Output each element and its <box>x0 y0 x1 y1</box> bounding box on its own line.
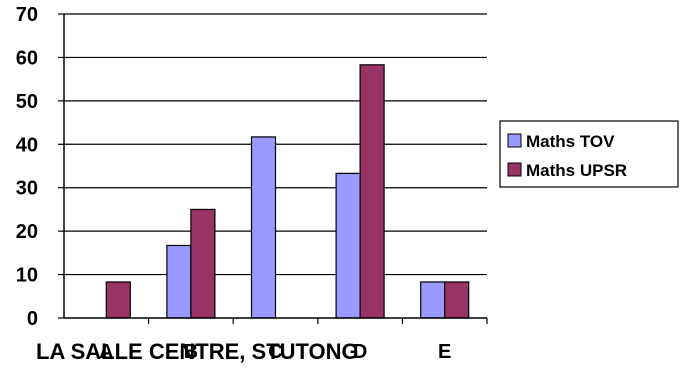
x-tick-label: E <box>438 341 451 363</box>
y-tick-label: 30 <box>16 178 38 200</box>
y-tick-label: 50 <box>16 91 38 113</box>
bar-maths-tov-B <box>166 244 192 319</box>
bar-maths-tov-C <box>250 136 277 319</box>
y-tick-labels: 0 10 20 30 40 50 60 70 <box>16 4 38 330</box>
x-tick-label: C <box>268 341 282 363</box>
bar-maths-tov-E <box>420 281 446 319</box>
legend-label: Maths UPSR <box>526 161 627 180</box>
legend-box <box>499 120 679 188</box>
x-tick-label: B <box>184 341 198 363</box>
y-tick-label: 40 <box>16 134 38 156</box>
legend: Maths TOV Maths UPSR <box>499 120 679 188</box>
x-tick-labels: A B C D E <box>99 341 451 363</box>
y-tick-label: 10 <box>16 265 38 287</box>
y-tick-label: 60 <box>16 47 38 69</box>
bar-maths-upsr-B <box>190 208 216 319</box>
bar-maths-upsr-A <box>105 281 131 319</box>
x-axis-label: LA SALLE CENTRE, STUTONG <box>36 339 359 364</box>
legend-swatch-maths-tov <box>507 133 522 148</box>
y-tick-label: 20 <box>16 221 38 243</box>
bar-maths-upsr-E <box>444 281 470 319</box>
axes <box>58 13 488 324</box>
x-tick-label: D <box>353 341 367 363</box>
legend-swatch-maths-upsr <box>507 162 522 177</box>
bar-maths-tov-D <box>335 172 361 319</box>
x-tick-label: A <box>99 341 113 363</box>
bar-maths-upsr-D <box>359 64 385 319</box>
y-tick-label: 0 <box>27 308 38 330</box>
y-tick-label: 70 <box>16 4 38 26</box>
bars <box>105 64 470 319</box>
legend-label: Maths TOV <box>526 132 615 151</box>
